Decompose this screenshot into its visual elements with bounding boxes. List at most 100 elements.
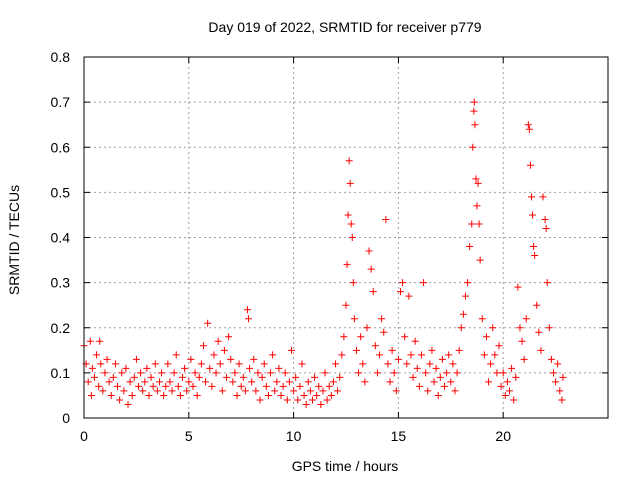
- data-point: [288, 346, 296, 354]
- data-point: [394, 355, 402, 363]
- data-point: [124, 400, 132, 408]
- data-point: [227, 355, 235, 363]
- data-point: [503, 378, 511, 386]
- data-point: [499, 369, 507, 377]
- data-point: [166, 378, 174, 386]
- x-axis-label: GPS time / hours: [292, 458, 399, 474]
- x-tick-label: 20: [495, 428, 511, 444]
- data-point: [292, 373, 300, 381]
- data-point: [501, 391, 509, 399]
- data-point: [384, 360, 392, 368]
- data-point: [191, 369, 199, 377]
- data-point: [319, 387, 327, 395]
- data-point: [90, 373, 98, 381]
- data-point: [298, 360, 306, 368]
- data-point: [109, 373, 117, 381]
- data-point: [294, 396, 302, 404]
- data-point: [254, 369, 262, 377]
- data-point: [367, 265, 375, 273]
- data-point: [311, 373, 319, 381]
- data-point: [281, 369, 289, 377]
- data-point: [101, 369, 109, 377]
- data-point: [464, 279, 472, 287]
- y-tick-label: 0.1: [51, 365, 71, 381]
- data-point: [386, 378, 394, 386]
- data-point: [273, 378, 281, 386]
- data-point: [336, 373, 344, 381]
- data-point: [334, 387, 342, 395]
- data-point: [130, 373, 138, 381]
- data-point: [495, 342, 503, 350]
- data-point: [525, 125, 533, 133]
- data-point: [524, 121, 532, 129]
- data-point: [349, 279, 357, 287]
- data-point: [415, 382, 423, 390]
- data-point: [153, 387, 161, 395]
- data-point: [302, 400, 310, 408]
- x-tick-label: 15: [391, 428, 407, 444]
- data-point: [392, 387, 400, 395]
- data-point: [485, 378, 493, 386]
- data-point: [158, 369, 166, 377]
- data-point: [470, 98, 478, 106]
- data-point: [466, 243, 474, 251]
- data-point: [151, 360, 159, 368]
- data-point: [239, 373, 247, 381]
- data-point: [471, 121, 479, 129]
- data-point: [380, 328, 388, 336]
- data-point: [459, 310, 467, 318]
- data-point: [134, 382, 142, 390]
- data-point: [535, 328, 543, 336]
- data-point: [547, 355, 555, 363]
- data-point: [202, 378, 210, 386]
- y-tick-label: 0: [62, 410, 70, 426]
- data-point: [413, 364, 421, 372]
- data-point: [220, 346, 228, 354]
- data-point: [174, 382, 182, 390]
- data-point: [279, 382, 287, 390]
- y-tick-label: 0.6: [51, 139, 71, 155]
- data-point: [474, 179, 482, 187]
- data-point: [168, 387, 176, 395]
- data-point: [505, 387, 513, 395]
- data-point: [449, 360, 457, 368]
- data-point: [132, 355, 140, 363]
- data-point: [510, 396, 518, 404]
- data-point: [455, 346, 463, 354]
- data-point: [210, 351, 218, 359]
- data-point: [128, 391, 136, 399]
- data-point: [120, 387, 128, 395]
- data-point: [441, 382, 449, 390]
- data-point: [206, 364, 214, 372]
- data-point: [539, 193, 547, 201]
- grid-lines: [84, 57, 608, 418]
- data-point: [306, 387, 314, 395]
- data-point: [559, 373, 567, 381]
- data-point: [321, 369, 329, 377]
- data-point: [260, 360, 268, 368]
- data-point: [556, 387, 564, 395]
- data-point: [352, 346, 360, 354]
- y-tick-label: 0.2: [51, 320, 71, 336]
- data-point: [432, 364, 440, 372]
- data-point: [424, 387, 432, 395]
- data-point: [149, 382, 157, 390]
- data-point: [369, 288, 377, 296]
- data-point: [417, 351, 425, 359]
- data-point: [390, 369, 398, 377]
- data-point: [243, 306, 251, 314]
- data-point: [162, 382, 170, 390]
- data-point: [296, 382, 304, 390]
- data-point: [543, 279, 551, 287]
- data-points: [80, 98, 567, 408]
- y-tick-label: 0.5: [51, 184, 71, 200]
- y-tick-label: 0.4: [51, 230, 71, 246]
- data-point: [235, 360, 243, 368]
- data-point: [285, 378, 293, 386]
- data-point: [493, 369, 501, 377]
- data-point: [542, 224, 550, 232]
- data-point: [231, 369, 239, 377]
- data-point: [164, 360, 172, 368]
- x-tick-label: 5: [185, 428, 193, 444]
- data-point: [411, 337, 419, 345]
